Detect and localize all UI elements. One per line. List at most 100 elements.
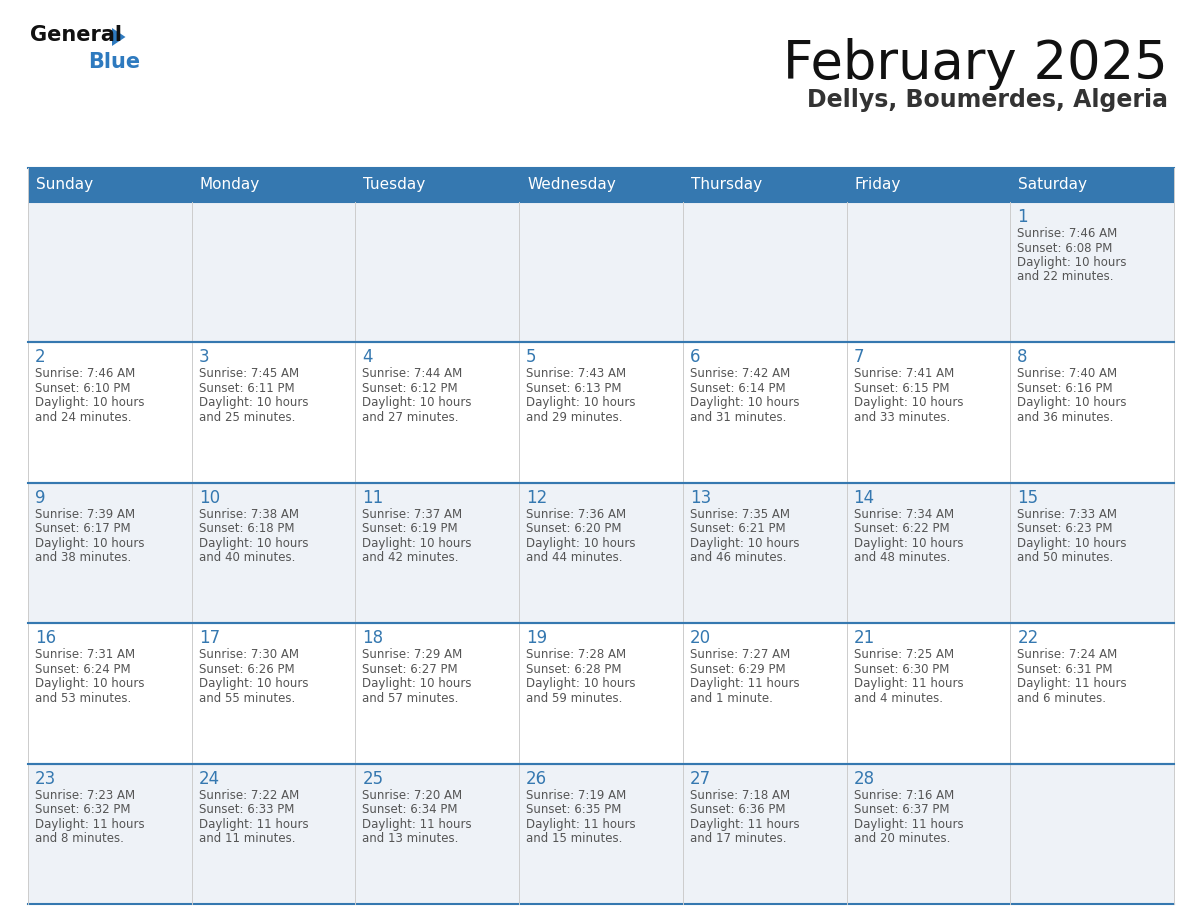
- Text: and 25 minutes.: and 25 minutes.: [198, 411, 295, 424]
- Text: Sunset: 6:22 PM: Sunset: 6:22 PM: [853, 522, 949, 535]
- Text: Sunrise: 7:20 AM: Sunrise: 7:20 AM: [362, 789, 462, 801]
- Text: Sunset: 6:16 PM: Sunset: 6:16 PM: [1017, 382, 1113, 395]
- Text: and 42 minutes.: and 42 minutes.: [362, 552, 459, 565]
- Text: Daylight: 10 hours: Daylight: 10 hours: [198, 537, 308, 550]
- Bar: [519, 168, 683, 202]
- Text: Sunset: 6:15 PM: Sunset: 6:15 PM: [853, 382, 949, 395]
- Bar: [847, 202, 1010, 342]
- Text: Sunrise: 7:16 AM: Sunrise: 7:16 AM: [853, 789, 954, 801]
- Text: and 59 minutes.: and 59 minutes.: [526, 691, 623, 705]
- Text: Dellys, Boumerdes, Algeria: Dellys, Boumerdes, Algeria: [807, 88, 1168, 112]
- Text: 2: 2: [34, 349, 45, 366]
- Text: Daylight: 11 hours: Daylight: 11 hours: [198, 818, 309, 831]
- Text: Saturday: Saturday: [1018, 177, 1087, 193]
- Text: Daylight: 10 hours: Daylight: 10 hours: [1017, 537, 1126, 550]
- Text: Sunset: 6:27 PM: Sunset: 6:27 PM: [362, 663, 459, 676]
- Text: and 53 minutes.: and 53 minutes.: [34, 691, 131, 705]
- Bar: [1010, 623, 1174, 764]
- Bar: [355, 168, 519, 202]
- Text: and 1 minute.: and 1 minute.: [690, 691, 772, 705]
- Text: and 20 minutes.: and 20 minutes.: [853, 832, 950, 845]
- Text: and 57 minutes.: and 57 minutes.: [362, 691, 459, 705]
- Bar: [683, 623, 847, 764]
- Text: Sunset: 6:20 PM: Sunset: 6:20 PM: [526, 522, 621, 535]
- Text: Sunrise: 7:44 AM: Sunrise: 7:44 AM: [362, 367, 462, 380]
- Text: Daylight: 10 hours: Daylight: 10 hours: [362, 677, 472, 690]
- Text: 5: 5: [526, 349, 537, 366]
- Text: Sunrise: 7:35 AM: Sunrise: 7:35 AM: [690, 508, 790, 521]
- Bar: [191, 342, 355, 483]
- Text: Daylight: 10 hours: Daylight: 10 hours: [34, 537, 145, 550]
- Text: Daylight: 10 hours: Daylight: 10 hours: [1017, 397, 1126, 409]
- Text: and 24 minutes.: and 24 minutes.: [34, 411, 132, 424]
- Text: Sunday: Sunday: [36, 177, 93, 193]
- Text: Sunrise: 7:38 AM: Sunrise: 7:38 AM: [198, 508, 298, 521]
- Text: 10: 10: [198, 488, 220, 507]
- Text: 22: 22: [1017, 629, 1038, 647]
- Text: 24: 24: [198, 769, 220, 788]
- Text: Sunrise: 7:25 AM: Sunrise: 7:25 AM: [853, 648, 954, 661]
- Bar: [191, 202, 355, 342]
- Text: Sunset: 6:36 PM: Sunset: 6:36 PM: [690, 803, 785, 816]
- Text: 16: 16: [34, 629, 56, 647]
- Text: 21: 21: [853, 629, 874, 647]
- Text: Sunset: 6:14 PM: Sunset: 6:14 PM: [690, 382, 785, 395]
- Text: and 11 minutes.: and 11 minutes.: [198, 832, 295, 845]
- Text: and 36 minutes.: and 36 minutes.: [1017, 411, 1113, 424]
- Bar: [847, 623, 1010, 764]
- Text: Sunrise: 7:27 AM: Sunrise: 7:27 AM: [690, 648, 790, 661]
- Text: Sunrise: 7:40 AM: Sunrise: 7:40 AM: [1017, 367, 1118, 380]
- Text: Sunset: 6:13 PM: Sunset: 6:13 PM: [526, 382, 621, 395]
- Text: Sunrise: 7:42 AM: Sunrise: 7:42 AM: [690, 367, 790, 380]
- Text: Sunrise: 7:30 AM: Sunrise: 7:30 AM: [198, 648, 298, 661]
- Bar: [29, 764, 191, 904]
- Text: Daylight: 10 hours: Daylight: 10 hours: [690, 397, 800, 409]
- Text: and 38 minutes.: and 38 minutes.: [34, 552, 131, 565]
- Text: Daylight: 10 hours: Daylight: 10 hours: [362, 397, 472, 409]
- Text: 8: 8: [1017, 349, 1028, 366]
- Text: and 27 minutes.: and 27 minutes.: [362, 411, 459, 424]
- Text: Daylight: 10 hours: Daylight: 10 hours: [853, 537, 963, 550]
- Text: Sunrise: 7:36 AM: Sunrise: 7:36 AM: [526, 508, 626, 521]
- Text: Sunrise: 7:18 AM: Sunrise: 7:18 AM: [690, 789, 790, 801]
- Text: Sunrise: 7:24 AM: Sunrise: 7:24 AM: [1017, 648, 1118, 661]
- Text: Sunrise: 7:45 AM: Sunrise: 7:45 AM: [198, 367, 299, 380]
- Text: Daylight: 10 hours: Daylight: 10 hours: [690, 537, 800, 550]
- Text: and 15 minutes.: and 15 minutes.: [526, 832, 623, 845]
- Bar: [29, 168, 191, 202]
- Text: Daylight: 10 hours: Daylight: 10 hours: [34, 397, 145, 409]
- Text: Monday: Monday: [200, 177, 260, 193]
- Text: Daylight: 11 hours: Daylight: 11 hours: [690, 818, 800, 831]
- Text: and 40 minutes.: and 40 minutes.: [198, 552, 295, 565]
- Text: February 2025: February 2025: [783, 38, 1168, 90]
- Bar: [29, 342, 191, 483]
- Text: Sunset: 6:08 PM: Sunset: 6:08 PM: [1017, 241, 1113, 254]
- Text: Sunset: 6:17 PM: Sunset: 6:17 PM: [34, 522, 131, 535]
- Text: Sunset: 6:30 PM: Sunset: 6:30 PM: [853, 663, 949, 676]
- Text: and 22 minutes.: and 22 minutes.: [1017, 271, 1114, 284]
- Text: Daylight: 11 hours: Daylight: 11 hours: [1017, 677, 1127, 690]
- Text: and 17 minutes.: and 17 minutes.: [690, 832, 786, 845]
- Bar: [847, 764, 1010, 904]
- Text: Daylight: 10 hours: Daylight: 10 hours: [526, 677, 636, 690]
- Text: Sunset: 6:31 PM: Sunset: 6:31 PM: [1017, 663, 1113, 676]
- Text: 18: 18: [362, 629, 384, 647]
- Bar: [29, 623, 191, 764]
- Text: Sunset: 6:11 PM: Sunset: 6:11 PM: [198, 382, 295, 395]
- Bar: [683, 202, 847, 342]
- Text: 3: 3: [198, 349, 209, 366]
- Text: Daylight: 11 hours: Daylight: 11 hours: [853, 818, 963, 831]
- Text: 25: 25: [362, 769, 384, 788]
- Text: 12: 12: [526, 488, 548, 507]
- Bar: [1010, 202, 1174, 342]
- Text: Daylight: 10 hours: Daylight: 10 hours: [526, 397, 636, 409]
- Text: Sunset: 6:34 PM: Sunset: 6:34 PM: [362, 803, 457, 816]
- Bar: [683, 342, 847, 483]
- Bar: [519, 202, 683, 342]
- Text: Friday: Friday: [854, 177, 901, 193]
- Bar: [519, 764, 683, 904]
- Bar: [191, 764, 355, 904]
- Text: and 46 minutes.: and 46 minutes.: [690, 552, 786, 565]
- Text: 11: 11: [362, 488, 384, 507]
- Text: 26: 26: [526, 769, 548, 788]
